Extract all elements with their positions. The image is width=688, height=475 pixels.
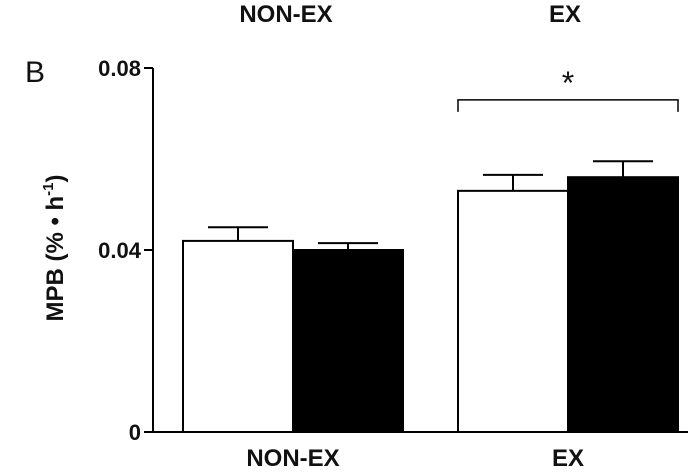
x-tick-label-1: EX — [552, 445, 584, 472]
y-axis-label-exponent: -1 — [40, 182, 57, 195]
y-tick-label-2: 0.08 — [98, 56, 141, 81]
x-axis-labels: NON-EX EX — [246, 445, 584, 472]
top-cut-label-ex: EX — [549, 1, 581, 28]
y-tick-label-1: 0.04 — [98, 238, 142, 263]
error-bars — [208, 160, 653, 250]
top-cut-label-non-ex: NON-EX — [239, 1, 332, 28]
y-axis-label: MPB (% • h-1) — [40, 174, 69, 321]
bar-0-1 — [292, 249, 404, 433]
y-tick-label-0: 0 — [129, 420, 141, 445]
y-axis-label-main: MPB (% • h — [42, 196, 69, 322]
top-cut-labels: NON-EX EX — [239, 1, 581, 28]
significance-asterisk: * — [562, 65, 574, 101]
bars — [182, 176, 679, 433]
bar-1-1 — [567, 176, 679, 433]
significance-bracket — [457, 99, 679, 112]
x-tick-label-0: NON-EX — [246, 445, 339, 472]
annotations: * — [457, 65, 679, 112]
bar-0-0 — [182, 239, 294, 433]
bar-1-0 — [457, 189, 569, 433]
panel-label: B — [25, 56, 45, 89]
y-axis-label-close: ) — [42, 174, 69, 182]
